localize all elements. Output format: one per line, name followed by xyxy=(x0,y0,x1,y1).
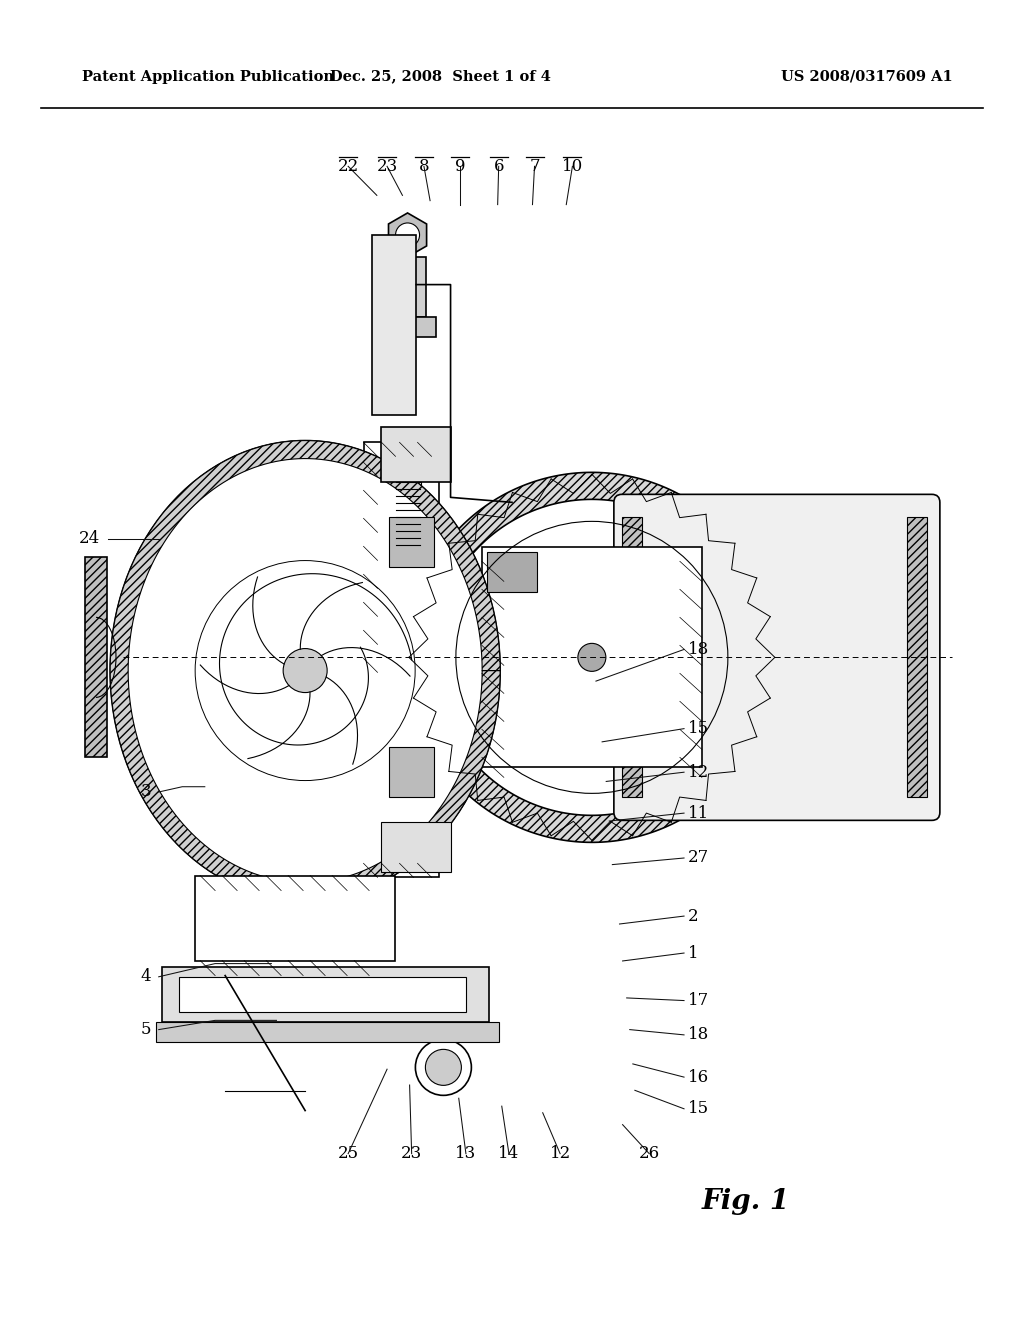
Bar xyxy=(380,317,435,337)
Circle shape xyxy=(578,643,606,672)
Bar xyxy=(381,428,451,482)
Text: 27: 27 xyxy=(688,850,710,866)
Text: 7: 7 xyxy=(529,158,540,174)
Text: Patent Application Publication: Patent Application Publication xyxy=(82,70,334,83)
Bar xyxy=(486,552,537,593)
Text: 18: 18 xyxy=(688,1027,710,1043)
Bar xyxy=(85,557,106,758)
Bar xyxy=(388,517,433,568)
Bar xyxy=(162,968,489,1023)
FancyBboxPatch shape xyxy=(613,495,940,820)
Text: 15: 15 xyxy=(688,721,710,737)
Text: Fig. 1: Fig. 1 xyxy=(701,1188,790,1214)
Bar xyxy=(389,257,426,317)
Text: 12: 12 xyxy=(550,1146,570,1162)
Text: US 2008/0317609 A1: US 2008/0317609 A1 xyxy=(780,70,952,83)
Bar xyxy=(382,461,421,859)
Circle shape xyxy=(284,648,327,693)
Text: 18: 18 xyxy=(688,642,710,657)
Text: 12: 12 xyxy=(688,764,710,780)
Text: 2: 2 xyxy=(688,908,698,924)
Circle shape xyxy=(425,1049,462,1085)
Bar xyxy=(196,875,395,961)
Text: 11: 11 xyxy=(688,805,710,821)
Text: 17: 17 xyxy=(688,993,710,1008)
Bar xyxy=(373,235,416,414)
Bar xyxy=(381,822,451,873)
Text: 25: 25 xyxy=(338,1146,358,1162)
Text: 26: 26 xyxy=(639,1146,659,1162)
Text: 6: 6 xyxy=(494,158,504,174)
Text: 3: 3 xyxy=(141,784,152,800)
Bar xyxy=(482,548,701,767)
Text: 16: 16 xyxy=(688,1069,710,1085)
Bar xyxy=(364,442,439,878)
Text: 13: 13 xyxy=(456,1146,476,1162)
Text: 9: 9 xyxy=(455,158,465,174)
Bar xyxy=(179,977,466,1012)
Text: Dec. 25, 2008  Sheet 1 of 4: Dec. 25, 2008 Sheet 1 of 4 xyxy=(330,70,551,83)
Bar xyxy=(156,1023,499,1043)
Bar xyxy=(388,747,433,797)
Text: 24: 24 xyxy=(79,531,100,546)
Bar xyxy=(622,517,642,797)
Text: 10: 10 xyxy=(562,158,583,174)
Circle shape xyxy=(416,1039,471,1096)
Text: 8: 8 xyxy=(419,158,429,174)
Text: 5: 5 xyxy=(141,1022,152,1038)
Text: 4: 4 xyxy=(141,969,152,985)
Text: 15: 15 xyxy=(688,1101,710,1117)
Text: 23: 23 xyxy=(377,158,397,174)
Text: 22: 22 xyxy=(338,158,358,174)
Text: 1: 1 xyxy=(688,945,698,961)
Polygon shape xyxy=(407,473,777,842)
FancyBboxPatch shape xyxy=(907,517,927,797)
Text: 23: 23 xyxy=(401,1146,422,1162)
Text: 14: 14 xyxy=(499,1146,519,1162)
Circle shape xyxy=(395,223,420,247)
Polygon shape xyxy=(388,213,427,257)
Polygon shape xyxy=(111,441,500,900)
Ellipse shape xyxy=(111,441,500,900)
